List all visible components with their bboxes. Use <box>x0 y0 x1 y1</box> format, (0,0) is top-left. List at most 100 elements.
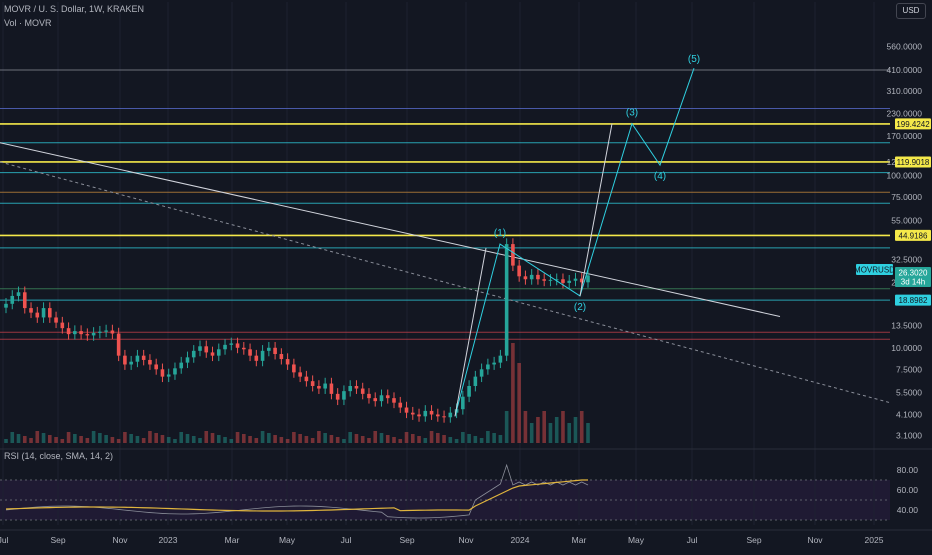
candle-body[interactable] <box>179 362 184 369</box>
candle-body[interactable] <box>586 275 590 283</box>
candle-body[interactable] <box>317 385 321 389</box>
candle-body[interactable] <box>492 362 496 365</box>
candle-body[interactable] <box>116 333 121 356</box>
candle-body[interactable] <box>141 355 146 360</box>
price-badge[interactable] <box>895 294 931 306</box>
candle-body[interactable] <box>561 279 565 283</box>
candle-body[interactable] <box>536 274 540 280</box>
candle-body[interactable] <box>436 414 440 417</box>
candle-body[interactable] <box>404 407 409 413</box>
projection-line-1[interactable] <box>454 247 487 417</box>
candle-body[interactable] <box>173 368 177 375</box>
candle-body[interactable] <box>66 328 71 335</box>
price-badge[interactable] <box>895 229 931 241</box>
candle-body[interactable] <box>354 385 359 389</box>
rsi-sma-line[interactable] <box>5 479 588 512</box>
candle-body[interactable] <box>486 364 490 370</box>
candle-body[interactable] <box>41 308 46 318</box>
candle-body[interactable] <box>248 349 252 356</box>
candle-body[interactable] <box>323 383 327 389</box>
candle-body[interactable] <box>123 355 127 365</box>
candle-body[interactable] <box>342 391 346 400</box>
candle-body[interactable] <box>242 347 246 350</box>
candle-body[interactable] <box>335 393 340 400</box>
candle-body[interactable] <box>135 355 140 362</box>
candle-body[interactable] <box>448 412 453 418</box>
candle-body[interactable] <box>467 385 471 397</box>
candle-body[interactable] <box>85 334 90 336</box>
candle-body[interactable] <box>285 359 290 365</box>
candle-body[interactable] <box>529 274 534 280</box>
candle-body[interactable] <box>479 369 484 377</box>
candle-body[interactable] <box>60 322 65 329</box>
candle-body[interactable] <box>517 265 521 277</box>
candle-body[interactable] <box>54 317 58 323</box>
candle-body[interactable] <box>498 355 503 363</box>
candle-body[interactable] <box>16 292 21 296</box>
candle-body[interactable] <box>473 376 478 386</box>
candle-body[interactable] <box>4 303 8 308</box>
candle-body[interactable] <box>273 347 277 355</box>
candle-body[interactable] <box>48 308 52 318</box>
candle-body[interactable] <box>191 350 196 358</box>
candle-body[interactable] <box>511 244 515 266</box>
candle-body[interactable] <box>73 331 77 335</box>
candle-body[interactable] <box>154 364 158 370</box>
candle-body[interactable] <box>254 355 259 361</box>
trendline-main[interactable] <box>0 142 781 317</box>
candle-body[interactable] <box>148 359 152 365</box>
candle-body[interactable] <box>185 357 190 363</box>
candle-body[interactable] <box>373 398 378 402</box>
candle-body[interactable] <box>523 276 528 280</box>
price-badge[interactable] <box>895 156 931 168</box>
price-badge[interactable] <box>895 266 931 278</box>
candle-body[interactable] <box>22 292 27 309</box>
candle-body[interactable] <box>410 412 415 415</box>
candle-body[interactable] <box>579 278 584 283</box>
price-badge[interactable] <box>895 118 931 130</box>
candle-body[interactable] <box>573 278 578 281</box>
candle-body[interactable] <box>210 352 215 356</box>
candle-body[interactable] <box>223 344 227 350</box>
candle-body[interactable] <box>267 347 271 351</box>
rsi-legend[interactable]: RSI (14, close, SMA, 14, 2) <box>4 451 114 461</box>
candle-body[interactable] <box>110 330 115 334</box>
candle-body[interactable] <box>504 244 509 356</box>
candle-body[interactable] <box>129 361 133 365</box>
elliott-wave-path[interactable] <box>454 68 695 417</box>
candle-body[interactable] <box>292 364 296 373</box>
candle-body[interactable] <box>392 398 396 403</box>
symbol-title[interactable]: MOVR / U. S. Dollar, 1W, KRAKEN <box>4 4 145 14</box>
price-badge[interactable] <box>895 275 931 287</box>
candle-body[interactable] <box>329 383 334 394</box>
candle-body[interactable] <box>160 369 165 377</box>
candle-body[interactable] <box>10 295 15 304</box>
candle-body[interactable] <box>304 376 309 382</box>
candle-body[interactable] <box>229 343 234 345</box>
candle-body[interactable] <box>417 414 421 417</box>
candle-body[interactable] <box>542 279 546 281</box>
candle-body[interactable] <box>35 312 40 318</box>
projection-line-2[interactable] <box>579 123 613 297</box>
candle-body[interactable] <box>348 385 352 392</box>
rsi-line[interactable] <box>5 463 589 519</box>
candle-body[interactable] <box>423 410 428 417</box>
candle-body[interactable] <box>298 372 302 377</box>
price-badge[interactable] <box>856 263 893 275</box>
candle-body[interactable] <box>216 349 221 356</box>
candle-body[interactable] <box>79 331 83 335</box>
candle-body[interactable] <box>379 395 384 402</box>
candle-body[interactable] <box>91 332 96 336</box>
candle-body[interactable] <box>461 396 465 410</box>
candle-body[interactable] <box>235 343 240 348</box>
candle-body[interactable] <box>29 308 33 313</box>
candle-body[interactable] <box>360 388 365 394</box>
candle-body[interactable] <box>310 381 315 386</box>
candle-body[interactable] <box>367 393 371 399</box>
candle-body[interactable] <box>198 346 202 351</box>
candle-body[interactable] <box>398 402 403 408</box>
candle-body[interactable] <box>204 346 209 353</box>
candle-body[interactable] <box>442 416 446 418</box>
